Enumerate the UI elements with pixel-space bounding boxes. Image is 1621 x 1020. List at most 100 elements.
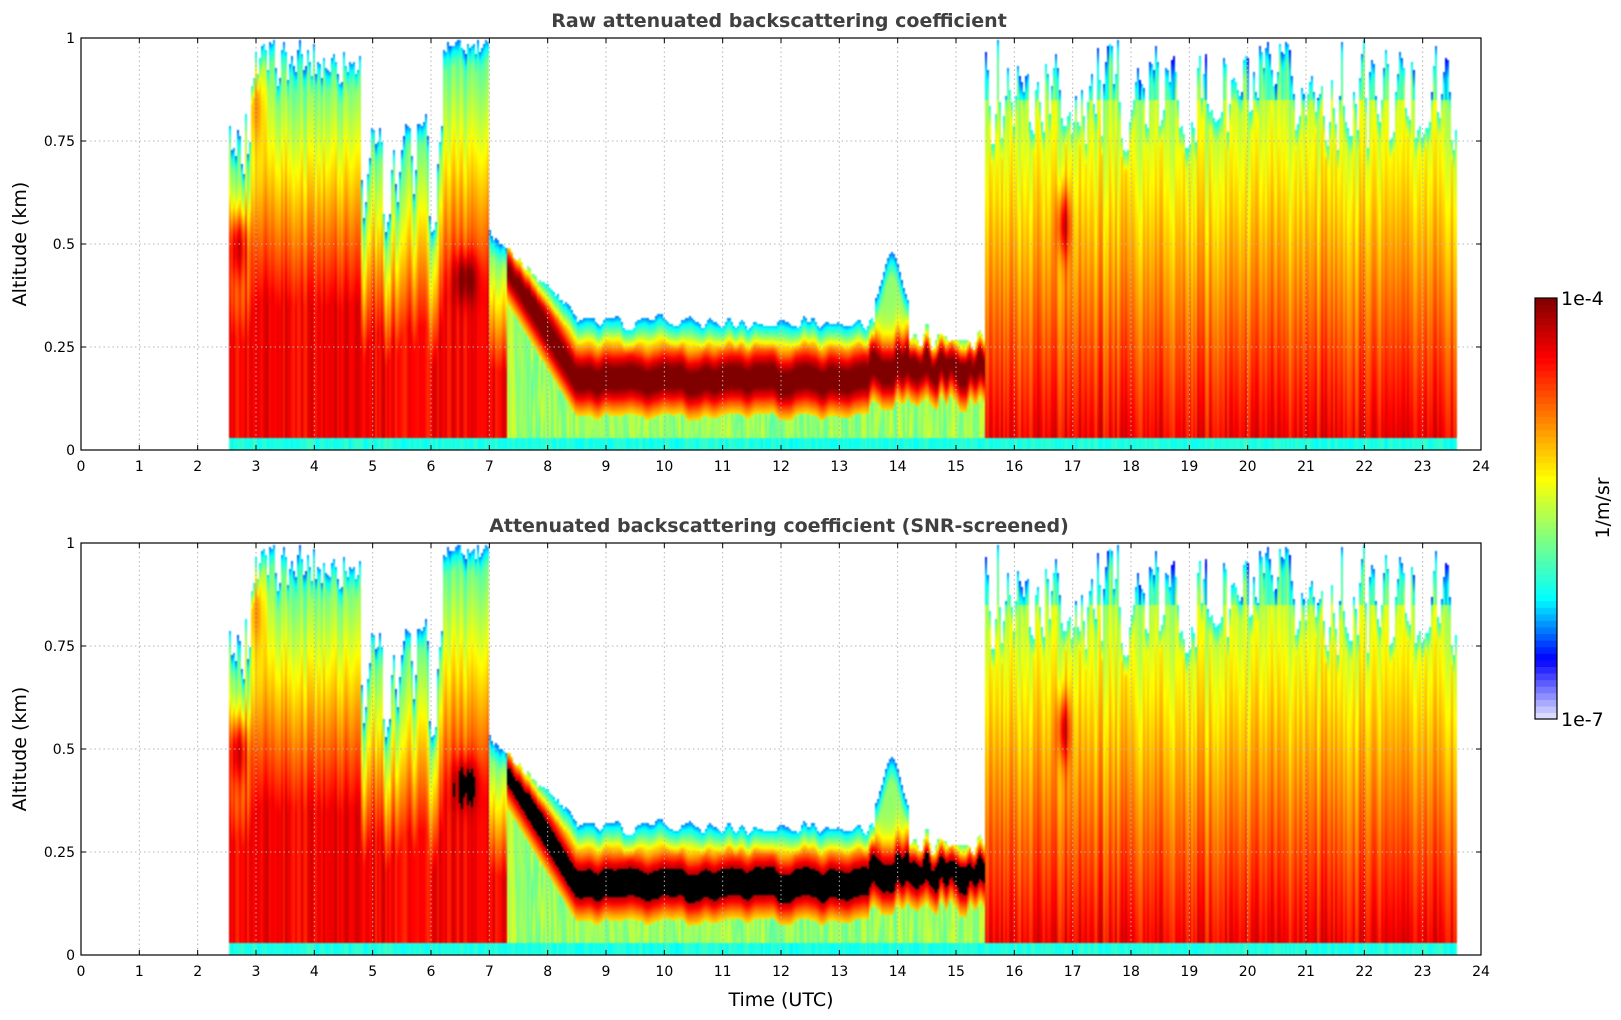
x-tick-label: 15 (947, 459, 965, 475)
colorbar-band (1535, 495, 1557, 503)
colorbar-band (1535, 699, 1557, 707)
colorbar-band (1535, 436, 1557, 444)
x-tick-label: 23 (1414, 459, 1432, 475)
colorbar-band (1535, 567, 1557, 575)
colorbar-band (1535, 640, 1557, 648)
colorbar-band (1535, 613, 1557, 621)
colorbar-band (1535, 679, 1557, 687)
colorbar-band (1535, 363, 1557, 371)
colorbar-band (1535, 515, 1557, 523)
x-tick-label: 7 (485, 964, 494, 980)
x-tick-label: 24 (1472, 964, 1490, 980)
colorbar-band (1535, 587, 1557, 595)
x-tick-label: 1 (135, 459, 144, 475)
y-tick-label: 0.75 (44, 639, 75, 655)
y-tick-label: 0.75 (44, 134, 75, 150)
colorbar-band (1535, 521, 1557, 529)
colorbar-band (1535, 607, 1557, 615)
x-tick-label: 12 (772, 459, 790, 475)
x-tick-label: 19 (1180, 964, 1198, 980)
colorbar-band (1535, 324, 1557, 332)
y-axis-label-screened: Altitude (km) (9, 687, 31, 812)
colorbar-band (1535, 442, 1557, 450)
colorbar-band (1535, 469, 1557, 477)
panel-raw: Raw attenuated backscattering coefficien… (9, 10, 1490, 475)
colorbar-band (1535, 462, 1557, 470)
colorbar-band (1535, 501, 1557, 510)
x-tick-label: 16 (1005, 964, 1023, 980)
x-tick-label: 11 (714, 964, 732, 980)
colorbar-band (1535, 396, 1557, 404)
colorbar-band (1535, 337, 1557, 345)
x-tick-label: 6 (427, 964, 436, 980)
colorbar-band (1535, 455, 1557, 464)
x-tick-label: 15 (947, 964, 965, 980)
colorbar-band (1535, 429, 1557, 437)
colorbar-band (1535, 350, 1557, 358)
x-tick-label: 9 (602, 964, 611, 980)
x-tick-label: 3 (252, 964, 261, 980)
y-tick-label: 0.25 (44, 340, 75, 356)
colorbar-band (1535, 600, 1557, 608)
y-tick-label: 1 (66, 536, 75, 552)
x-tick-label: 18 (1122, 459, 1140, 475)
colorbar: 1e-4 1e-7 1/m/sr (1534, 288, 1614, 731)
panel-screened: Attenuated backscattering coefficient (S… (9, 515, 1490, 1011)
x-tick-label: 5 (368, 459, 377, 475)
x-tick-label: 18 (1122, 964, 1140, 980)
y-tick-label: 0.5 (53, 237, 75, 253)
colorbar-band (1535, 449, 1557, 457)
colorbar-band (1535, 646, 1557, 654)
x-tick-label: 21 (1297, 964, 1315, 980)
colorbar-band (1535, 508, 1557, 516)
x-tick-label: 0 (77, 964, 86, 980)
chart-title-screened: Attenuated backscattering coefficient (S… (489, 515, 1069, 537)
x-tick-label: 10 (655, 459, 673, 475)
colorbar-band (1535, 705, 1557, 714)
colorbar-band (1535, 317, 1557, 325)
x-tick-label: 7 (485, 459, 494, 475)
colorbar-band (1535, 594, 1557, 602)
colorbar-band (1535, 298, 1557, 306)
colorbar-band (1535, 475, 1557, 483)
colorbar-band (1535, 390, 1557, 398)
x-tick-label: 4 (310, 964, 319, 980)
grid-screened (81, 543, 1481, 955)
heatmap-raw (81, 38, 1481, 450)
colorbar-band (1535, 528, 1557, 536)
x-tick-label: 13 (830, 459, 848, 475)
colorbar-band (1535, 672, 1557, 681)
grid-raw (81, 38, 1481, 450)
colorbar-band (1535, 534, 1557, 542)
colorbar-band (1535, 357, 1557, 365)
colorbar-band (1535, 659, 1557, 667)
y-tick-label: 0 (66, 948, 75, 964)
colorbar-band (1535, 686, 1557, 694)
colorbar-band (1535, 488, 1557, 496)
chart-title-raw: Raw attenuated backscattering coefficien… (551, 10, 1007, 32)
y-axis-label-raw: Altitude (km) (9, 182, 31, 307)
colorbar-band (1535, 416, 1557, 424)
x-tick-label: 14 (889, 964, 907, 980)
colorbar-band (1535, 370, 1557, 378)
colorbar-frame (1534, 297, 1558, 720)
x-tick-label: 1 (135, 964, 144, 980)
colorbar-band (1535, 541, 1557, 549)
colorbar-band (1535, 422, 1557, 431)
heatmap-screened (81, 543, 1481, 955)
x-tick-label: 3 (252, 459, 261, 475)
y-axis-ticks-raw: 0 0.25 0.5 0.75 1 (44, 31, 1481, 459)
colorbar-band (1535, 383, 1557, 391)
x-tick-label: 6 (427, 459, 436, 475)
x-tick-label: 20 (1239, 459, 1257, 475)
x-axis-label: Time (UTC) (727, 989, 833, 1011)
y-tick-label: 0 (66, 443, 75, 459)
colorbar-band (1535, 666, 1557, 674)
colorbar-band (1535, 409, 1557, 418)
colorbar-bands (1535, 298, 1557, 720)
colorbar-band (1535, 580, 1557, 589)
x-tick-label: 23 (1414, 964, 1432, 980)
x-tick-label: 2 (193, 964, 202, 980)
x-axis-ticks-screened: 0 1 2 3 4 5 6 7 8 9 10 11 12 13 14 15 16 17 18 19 20 21 22 23 24 (77, 543, 1490, 980)
